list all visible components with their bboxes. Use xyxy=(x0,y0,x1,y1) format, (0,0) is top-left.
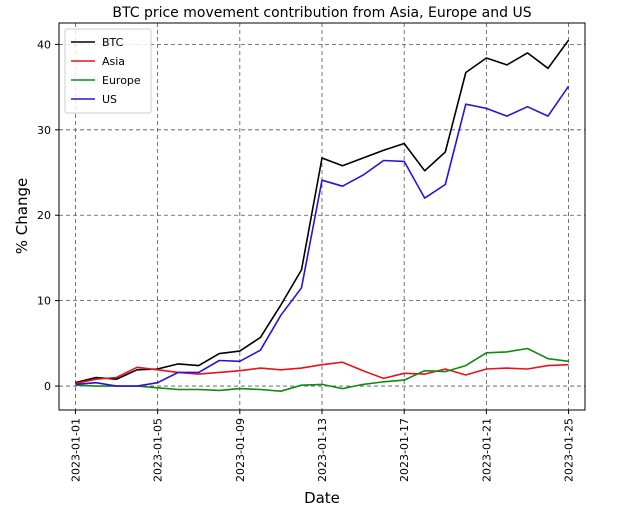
legend-label-us: US xyxy=(102,93,117,106)
series-line-asia xyxy=(75,361,569,385)
series-line-europe xyxy=(75,347,569,393)
plot-frame xyxy=(58,22,586,411)
x-tick-label: 2023-01-01 xyxy=(69,418,82,482)
legend-box xyxy=(64,28,152,114)
x-tick-label: 2023-01-05 xyxy=(152,418,165,482)
legend-label-asia: Asia xyxy=(102,55,125,68)
legend: BTC Asia Europe US xyxy=(64,28,152,114)
x-tick-label: 2023-01-13 xyxy=(316,418,329,482)
x-tick-label: 2023-01-25 xyxy=(563,418,576,482)
series-lines xyxy=(75,39,570,393)
legend-label-europe: Europe xyxy=(102,74,141,87)
y-tick-label: 10 xyxy=(37,295,51,308)
chart-title: BTC price movement contribution from Asi… xyxy=(112,5,531,21)
y-tick-label: 20 xyxy=(37,209,51,222)
y-axis-label: % Change xyxy=(13,178,31,254)
x-tick-label: 2023-01-17 xyxy=(398,418,411,482)
x-tick-label: 2023-01-21 xyxy=(480,418,493,482)
y-tick-label: 0 xyxy=(44,380,51,393)
y-tick-label: 40 xyxy=(37,38,51,51)
legend-label-btc: BTC xyxy=(102,36,124,49)
y-tick-label: 30 xyxy=(37,124,51,137)
grid xyxy=(59,23,585,410)
x-tick-label: 2023-01-09 xyxy=(234,418,247,482)
series-line-us xyxy=(75,85,570,387)
x-axis-label: Date xyxy=(304,489,340,507)
axes: 0 10 20 30 40 2023-01-01 2023-01-05 2023-01-09 2… xyxy=(37,22,586,482)
